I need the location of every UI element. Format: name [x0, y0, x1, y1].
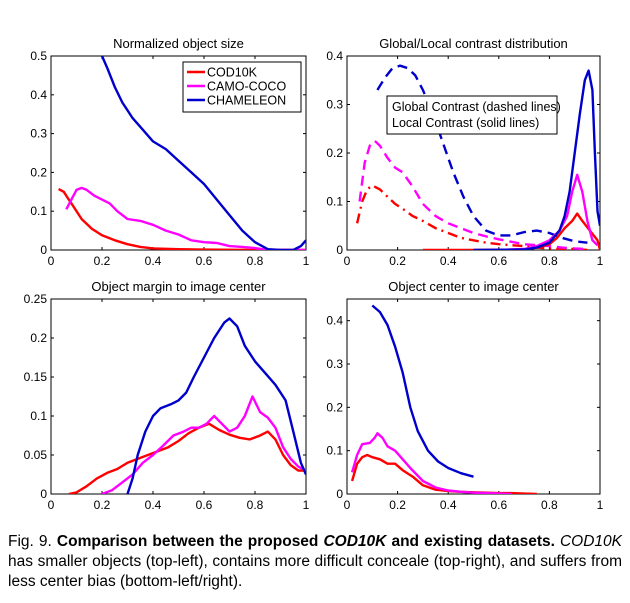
- annotation-line: Local Contrast (solid lines): [392, 116, 539, 130]
- series-line-solid-0: [68, 422, 306, 494]
- chart-title: Object center to image center: [388, 279, 559, 294]
- series-line-dashed-1: [358, 139, 588, 250]
- plot-frame: [346, 298, 601, 495]
- series-line-solid-1: [101, 395, 306, 494]
- chart-title: Normalized object size: [113, 36, 244, 51]
- legend-label: COD10K: [207, 66, 258, 80]
- x-tick-label: 1: [597, 498, 604, 512]
- series-line-solid-4: [498, 173, 599, 250]
- x-tick-label: 0: [48, 498, 55, 512]
- x-tick-label: 0: [344, 254, 351, 268]
- series-line-solid-2: [126, 317, 306, 494]
- x-tick-label: 0.6: [490, 498, 507, 512]
- chart-title: Global/Local contrast distribution: [379, 36, 568, 51]
- x-tick-label: 1: [597, 254, 604, 268]
- x-tick-label: 1: [303, 254, 310, 268]
- series-line-solid-5: [473, 69, 600, 250]
- chart-panel-size: Normalized object size 0 0.2 0.4 0.6 0.8 1 0 0.1…: [30, 36, 309, 268]
- x-tick-label: 0.4: [440, 254, 457, 268]
- legend-label: CHAMELEON: [207, 94, 286, 108]
- y-tick-label: 0.2: [326, 146, 343, 160]
- chart-title: Object margin to image center: [91, 279, 266, 294]
- x-tick-label: 0.8: [541, 498, 558, 512]
- y-tick-label: 0.4: [326, 49, 343, 63]
- series-line-camo-coco: [65, 186, 306, 250]
- x-tick-label: 0.6: [196, 498, 213, 512]
- y-tick-label: 0.4: [326, 314, 343, 328]
- y-tick-label: 0.3: [30, 127, 47, 141]
- x-tick-label: 0.2: [389, 498, 406, 512]
- x-tick-label: 0.2: [389, 254, 406, 268]
- y-tick-label: 0.4: [30, 88, 47, 102]
- y-tick-label: 0.2: [30, 165, 47, 179]
- caption-bold-text-2: and existing datasets.: [391, 533, 555, 550]
- annotation-line: Global Contrast (dashed lines): [392, 100, 561, 114]
- series-line-dashed-2: [376, 64, 588, 244]
- chart-panel-contrast: Global/Local contrast distribution 0 0.2 0.…: [326, 36, 603, 268]
- chart-panel-center: Object center to image center 0 0.2 0.4 0.6 0…: [326, 279, 603, 512]
- plot-frame: [346, 55, 601, 251]
- x-tick-label: 1: [303, 498, 310, 512]
- y-tick-label: 0: [336, 487, 343, 501]
- y-tick-label: 0.3: [326, 98, 343, 112]
- caption-label: Fig. 9.: [8, 533, 52, 550]
- legend-label: CAMO-COCO: [207, 80, 286, 94]
- x-tick-label: 0.8: [247, 498, 264, 512]
- y-tick-label: 0: [40, 243, 47, 257]
- caption-rest: has smaller objects (top-left), contains…: [8, 553, 622, 590]
- plot-frame: [50, 298, 307, 495]
- x-tick-label: 0.4: [145, 254, 162, 268]
- x-tick-label: 0.2: [94, 254, 111, 268]
- chart-panel-margin: Object margin to image center 0 0.2 0.4 0.6 0…: [24, 279, 310, 512]
- y-tick-label: 0.2: [30, 331, 47, 345]
- y-tick-label: 0.15: [24, 370, 48, 384]
- figure-caption: Fig. 9. Comparison between the proposed …: [8, 532, 622, 592]
- x-tick-label: 0.4: [145, 498, 162, 512]
- figure-panels: Normalized object size 0 0.2 0.4 0.6 0.8 1 0 0.1…: [24, 36, 604, 512]
- y-tick-label: 0.1: [326, 444, 343, 458]
- y-tick-label: 0.1: [326, 195, 343, 209]
- y-tick-label: 0.3: [326, 357, 343, 371]
- series-line-chameleon: [100, 56, 306, 250]
- x-tick-label: 0: [344, 498, 351, 512]
- series-line-solid-1: [350, 432, 512, 494]
- y-tick-label: 0.1: [30, 409, 47, 423]
- x-tick-label: 0: [48, 254, 55, 268]
- x-tick-label: 0.8: [247, 254, 264, 268]
- x-tick-label: 0.6: [196, 254, 213, 268]
- caption-bold-text: Comparison between the proposed: [56, 533, 319, 550]
- x-tick-label: 0.2: [94, 498, 111, 512]
- y-tick-label: 0: [40, 487, 47, 501]
- caption-italic-dataset: COD10K: [559, 533, 623, 550]
- series-line-dashdot-0: [355, 184, 588, 250]
- y-tick-label: 0.1: [30, 204, 47, 218]
- series-line-solid-2: [371, 304, 474, 478]
- x-tick-label: 0.8: [541, 254, 558, 268]
- x-tick-label: 0.6: [490, 254, 507, 268]
- y-tick-label: 0: [336, 243, 343, 257]
- y-tick-label: 0.5: [30, 49, 47, 63]
- y-tick-label: 0.2: [326, 400, 343, 414]
- annotation-box: [386, 95, 558, 135]
- y-tick-label: 0.05: [24, 448, 48, 462]
- x-tick-label: 0.4: [440, 498, 457, 512]
- caption-bold-italic-dataset: COD10K: [323, 533, 387, 550]
- y-tick-label: 0.25: [24, 292, 48, 306]
